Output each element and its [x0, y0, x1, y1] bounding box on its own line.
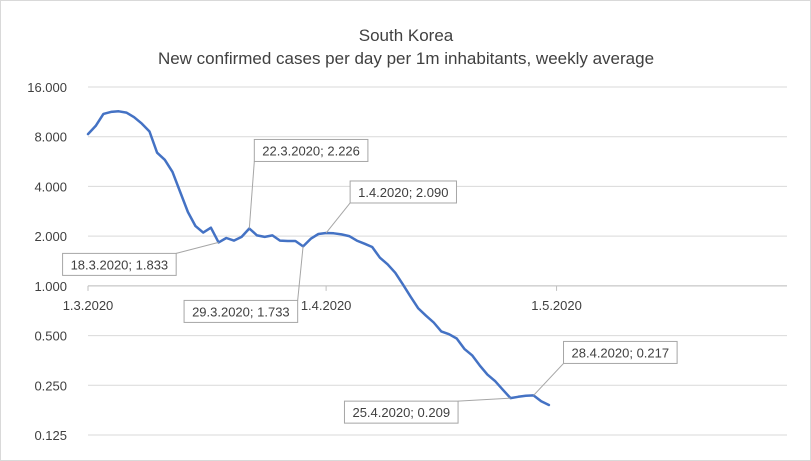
series-layer	[86, 110, 551, 407]
series-line	[86, 110, 551, 407]
chart-title: South Korea	[359, 26, 454, 45]
callout-label: 28.4.2020; 0.217	[572, 345, 670, 360]
y-tick-label: 0.125	[34, 428, 67, 443]
y-tick-label: 8.000	[34, 130, 67, 145]
data-callout: 28.4.2020; 0.217	[533, 340, 678, 396]
y-tick-label: 0.500	[34, 329, 67, 344]
chart-subtitle: New confirmed cases per day per 1m inhab…	[158, 49, 654, 68]
y-tick-label: 2.000	[34, 229, 67, 244]
y-axis-tick-labels: 16.000 8.000 4.000 2.000 1.000 0.500 0.250 0.12…	[27, 80, 67, 443]
y-tick-label: 1.000	[34, 279, 67, 294]
callout-box	[253, 138, 369, 162]
x-tick-label: 1.4.2020	[301, 298, 352, 313]
callout-box	[563, 340, 678, 364]
y-gridlines	[88, 86, 787, 436]
data-callout: 18.3.2020; 1.833	[62, 241, 219, 276]
callout-box	[349, 180, 457, 204]
x-tick-label: 1.3.2020	[63, 298, 114, 313]
y-tick-label: 16.000	[27, 80, 67, 95]
callout-label: 25.4.2020; 0.209	[352, 405, 450, 420]
y-tick-label: 4.000	[34, 179, 67, 194]
callout-label: 22.3.2020; 2.226	[262, 143, 360, 158]
callout-label: 29.3.2020; 1.733	[192, 304, 290, 319]
x-axis	[87, 285, 787, 291]
callout-leader	[297, 246, 304, 301]
callout-label: 1.4.2020; 2.090	[358, 185, 448, 200]
data-callout: 1.4.2020; 2.090	[325, 180, 457, 234]
callout-label: 18.3.2020; 1.833	[71, 257, 169, 272]
data-callout: 29.3.2020; 1.733	[183, 246, 304, 323]
data-callout: 25.4.2020; 0.209	[343, 397, 511, 424]
x-axis-tick-labels: 1.3.2020 1.4.2020 1.5.2020	[63, 298, 582, 313]
callout-leader	[325, 202, 351, 234]
callout-box	[62, 252, 177, 276]
callout-leader	[248, 161, 255, 229]
callout-leader	[458, 397, 511, 402]
callout-leader	[533, 363, 564, 396]
callout-box	[183, 299, 299, 323]
callout-box	[343, 400, 459, 424]
y-tick-label: 0.250	[34, 378, 67, 393]
x-tick-label: 1.5.2020	[531, 298, 582, 313]
callout-leader	[176, 241, 219, 254]
data-callouts: 22.3.2020; 2.226 1.4.2020; 2.090 18.3.2020…	[62, 138, 678, 424]
data-callout: 22.3.2020; 2.226	[248, 138, 369, 229]
